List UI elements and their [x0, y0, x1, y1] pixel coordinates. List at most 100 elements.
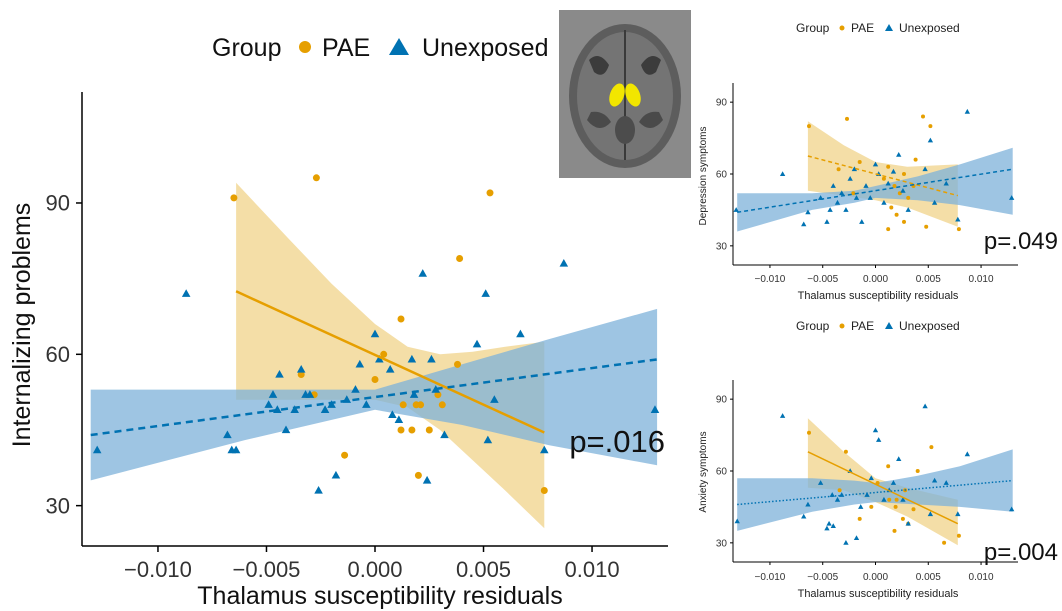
- anxiety-unexposed-point: [886, 487, 892, 493]
- anxiety-unexposed-point: [922, 403, 928, 409]
- depression-unexposed-point: [900, 187, 906, 193]
- depression-pae-point: [902, 172, 906, 176]
- anxiety-unexposed-point: [858, 504, 864, 509]
- depression-unexposed-point: [863, 183, 869, 188]
- depression-pae-fit-line: [807, 155, 958, 197]
- depression-legend-pae-marker: [839, 25, 845, 31]
- main-unexposed-point: [351, 385, 360, 393]
- depression-pae-point: [889, 205, 894, 210]
- depression-unexposed-point: [817, 195, 824, 200]
- depression-unexposed-point: [859, 219, 865, 224]
- depression-pae-point: [886, 227, 891, 232]
- anxiety-unexposed-point: [868, 475, 874, 481]
- main-unexposed-point: [181, 289, 191, 297]
- internalizing-problems-chart: −0.010 −0.005 0.000 0.005 0.010 30 60 90 Group …: [8, 34, 668, 610]
- depression-unexposed-point: [881, 199, 887, 205]
- depression-unexposed-point: [733, 207, 739, 212]
- main-unexposed-point: [472, 339, 482, 348]
- depression-unexposed-point: [801, 221, 807, 227]
- legend-pae-marker: [299, 41, 311, 53]
- depression-unexposed-point: [847, 175, 853, 181]
- main-pae-point: [540, 487, 548, 494]
- main-unexposed-point: [264, 400, 273, 408]
- anxiety-unexposed-point: [876, 437, 882, 442]
- depression-pae-confidence-band: [807, 121, 958, 227]
- main-unexposed-point: [290, 405, 299, 413]
- anxiety-pae-point: [886, 464, 891, 469]
- main-unexposed-point: [427, 354, 436, 363]
- main-pae-point: [486, 189, 494, 197]
- anxiety-pae-point: [892, 528, 897, 533]
- main-unexposed-point: [422, 475, 432, 484]
- anxiety-unexposed-point: [890, 480, 897, 485]
- main-unexposed-point: [314, 486, 323, 494]
- main-unexposed-point: [296, 364, 306, 373]
- main-unexposed-point: [385, 364, 395, 373]
- depression-unexposed-fit-line: [737, 168, 1013, 214]
- depression-pae-point: [924, 224, 929, 229]
- brain-mri-image: [559, 10, 691, 178]
- main-x-tick-label: 0.010: [565, 557, 620, 582]
- anxiety-unexposed-point: [881, 496, 887, 502]
- anxiety-pae-point: [875, 481, 880, 485]
- main-unexposed-point: [305, 390, 315, 398]
- depression-legend-unexposed-marker: [885, 24, 893, 31]
- anxiety-unexposed-point: [734, 518, 740, 524]
- anxiety-pae-point: [893, 504, 898, 509]
- anxiety-unexposed-point: [964, 451, 970, 457]
- main-unexposed-point: [355, 359, 365, 368]
- depression-unexposed-point: [805, 209, 811, 215]
- anxiety-unexposed-point: [839, 492, 845, 497]
- depression-pae-point: [913, 157, 918, 162]
- depression-x-axis-title: Thalamus susceptibility residuals: [798, 290, 959, 302]
- anxiety-pae-point: [857, 516, 862, 521]
- depression-unexposed-point: [927, 137, 934, 143]
- anxiety-legend-unexposed-marker: [885, 322, 893, 329]
- main-pae-point: [417, 401, 425, 409]
- depression-pae-point: [881, 176, 886, 181]
- anxiety-pae-point: [837, 488, 842, 493]
- depression-legend-pae-label: PAE: [851, 21, 874, 35]
- legend-title: Group: [212, 34, 281, 62]
- anxiety-x-tick-label: −0.005: [807, 572, 838, 583]
- anxiety-unexposed-point: [824, 525, 830, 531]
- depression-plot-area: −0.010 −0.005 0.000 0.005 0.010 30 60 90: [716, 83, 1018, 285]
- depression-pae-point: [892, 184, 897, 188]
- depression-x-tick-label: 0.010: [969, 274, 994, 285]
- main-unexposed-point: [231, 445, 241, 454]
- y-axis-title: Internalizing problems: [8, 203, 36, 448]
- main-unexposed-point: [281, 425, 291, 434]
- depression-p-value: p=.049: [984, 228, 1058, 255]
- depression-pae-point: [921, 114, 925, 119]
- main-pae-point: [399, 401, 407, 409]
- anxiety-p-value: p=.004: [984, 539, 1058, 566]
- anxiety-pae-point: [843, 449, 848, 454]
- anxiety-x-axis-title: Thalamus susceptibility residuals: [798, 588, 959, 600]
- anxiety-unexposed-confidence-band: [737, 449, 1013, 531]
- anxiety-pae-point: [900, 516, 905, 521]
- main-pae-point: [230, 194, 238, 202]
- x-axis-title: Thalamus susceptibility residuals: [197, 582, 562, 610]
- depression-unexposed-point: [779, 171, 786, 176]
- main-pae-fit-line: [235, 290, 545, 434]
- main-pae-point: [408, 426, 416, 434]
- depression-unexposed-point: [922, 166, 928, 172]
- depression-unexposed-point: [843, 207, 849, 212]
- anxiety-y-tick-label: 30: [716, 538, 728, 549]
- main-x-tick-label: 0.000: [347, 557, 402, 582]
- main-x-tick-label: 0.005: [456, 557, 511, 582]
- main-pae-point: [397, 315, 405, 323]
- main-unexposed-point: [331, 470, 341, 479]
- main-y-tick-label: 30: [46, 493, 70, 518]
- depression-unexposed-point: [885, 180, 891, 186]
- anxiety-pae-point: [915, 469, 920, 473]
- anxiety-unexposed-fit-line: [737, 479, 1013, 506]
- main-unexposed-point: [418, 269, 428, 277]
- anxiety-pae-point: [887, 497, 892, 502]
- anxiety-pae-point: [956, 533, 961, 538]
- depression-unexposed-point: [830, 183, 836, 188]
- anxiety-pae-fit-line: [807, 451, 959, 525]
- depression-pae-point: [956, 227, 961, 232]
- main-unexposed-point: [320, 405, 330, 413]
- anxiety-unexposed-point: [779, 413, 786, 418]
